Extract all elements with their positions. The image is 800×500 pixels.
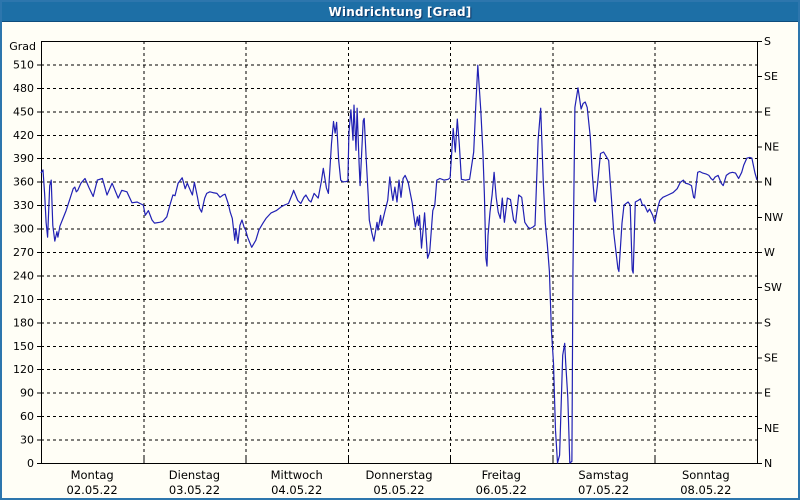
svg-text:360: 360 <box>13 176 34 189</box>
svg-text:210: 210 <box>13 293 34 306</box>
svg-text:NE: NE <box>764 141 779 154</box>
svg-text:330: 330 <box>13 199 34 212</box>
y-axis-right-labels: N NE E SE S SW W NW N NE E SE S <box>764 35 783 470</box>
day-date: 06.05.22 <box>476 483 527 497</box>
wind-direction-chart: 0 30 60 90 120 150 180 210 240 270 300 330 360 390 420… <box>9 35 783 497</box>
svg-text:E: E <box>764 105 771 118</box>
window-title: Windrichtung [Grad] <box>328 4 472 19</box>
svg-text:SE: SE <box>764 352 778 365</box>
svg-text:W: W <box>764 246 775 259</box>
svg-text:150: 150 <box>13 340 34 353</box>
day-name: Samstag <box>578 468 628 482</box>
svg-text:SW: SW <box>764 281 782 294</box>
svg-text:NE: NE <box>764 422 779 435</box>
svg-text:0: 0 <box>27 457 34 470</box>
day-date: 08.05.22 <box>680 483 731 497</box>
day-date: 05.05.22 <box>373 483 424 497</box>
y-axis-title: Grad <box>9 40 36 53</box>
day-name: Montag <box>71 468 114 482</box>
svg-text:S: S <box>764 316 771 329</box>
svg-text:240: 240 <box>13 269 34 282</box>
day-name: Freitag <box>482 468 521 482</box>
svg-text:480: 480 <box>13 82 34 95</box>
svg-text:420: 420 <box>13 129 34 142</box>
svg-text:E: E <box>764 387 771 400</box>
svg-text:S: S <box>764 35 771 48</box>
svg-text:180: 180 <box>13 316 34 329</box>
gridlines <box>41 41 757 463</box>
wind-direction-line <box>40 64 758 464</box>
svg-text:300: 300 <box>13 223 34 236</box>
day-name: Mittwoch <box>271 468 323 482</box>
svg-text:390: 390 <box>13 152 34 165</box>
svg-text:N: N <box>764 457 772 470</box>
svg-text:450: 450 <box>13 105 34 118</box>
day-name: Dienstag <box>169 468 220 482</box>
svg-text:120: 120 <box>13 363 34 376</box>
axes <box>37 41 762 464</box>
svg-text:270: 270 <box>13 246 34 259</box>
y-axis-left-labels: 0 30 60 90 120 150 180 210 240 270 300 330 360 390 420… <box>9 40 36 470</box>
svg-text:510: 510 <box>13 58 34 71</box>
svg-text:90: 90 <box>20 387 34 400</box>
day-name: Sonntag <box>682 468 730 482</box>
day-date: 07.05.22 <box>578 483 629 497</box>
svg-text:N: N <box>764 176 772 189</box>
svg-text:NW: NW <box>764 211 783 224</box>
svg-text:30: 30 <box>20 434 34 447</box>
day-date: 04.05.22 <box>271 483 322 497</box>
title-bar: Windrichtung [Grad] <box>2 2 798 22</box>
svg-text:60: 60 <box>20 410 34 423</box>
day-date: 02.05.22 <box>67 483 118 497</box>
svg-text:SE: SE <box>764 70 778 83</box>
day-date: 03.05.22 <box>169 483 220 497</box>
day-name: Donnerstag <box>365 468 432 482</box>
